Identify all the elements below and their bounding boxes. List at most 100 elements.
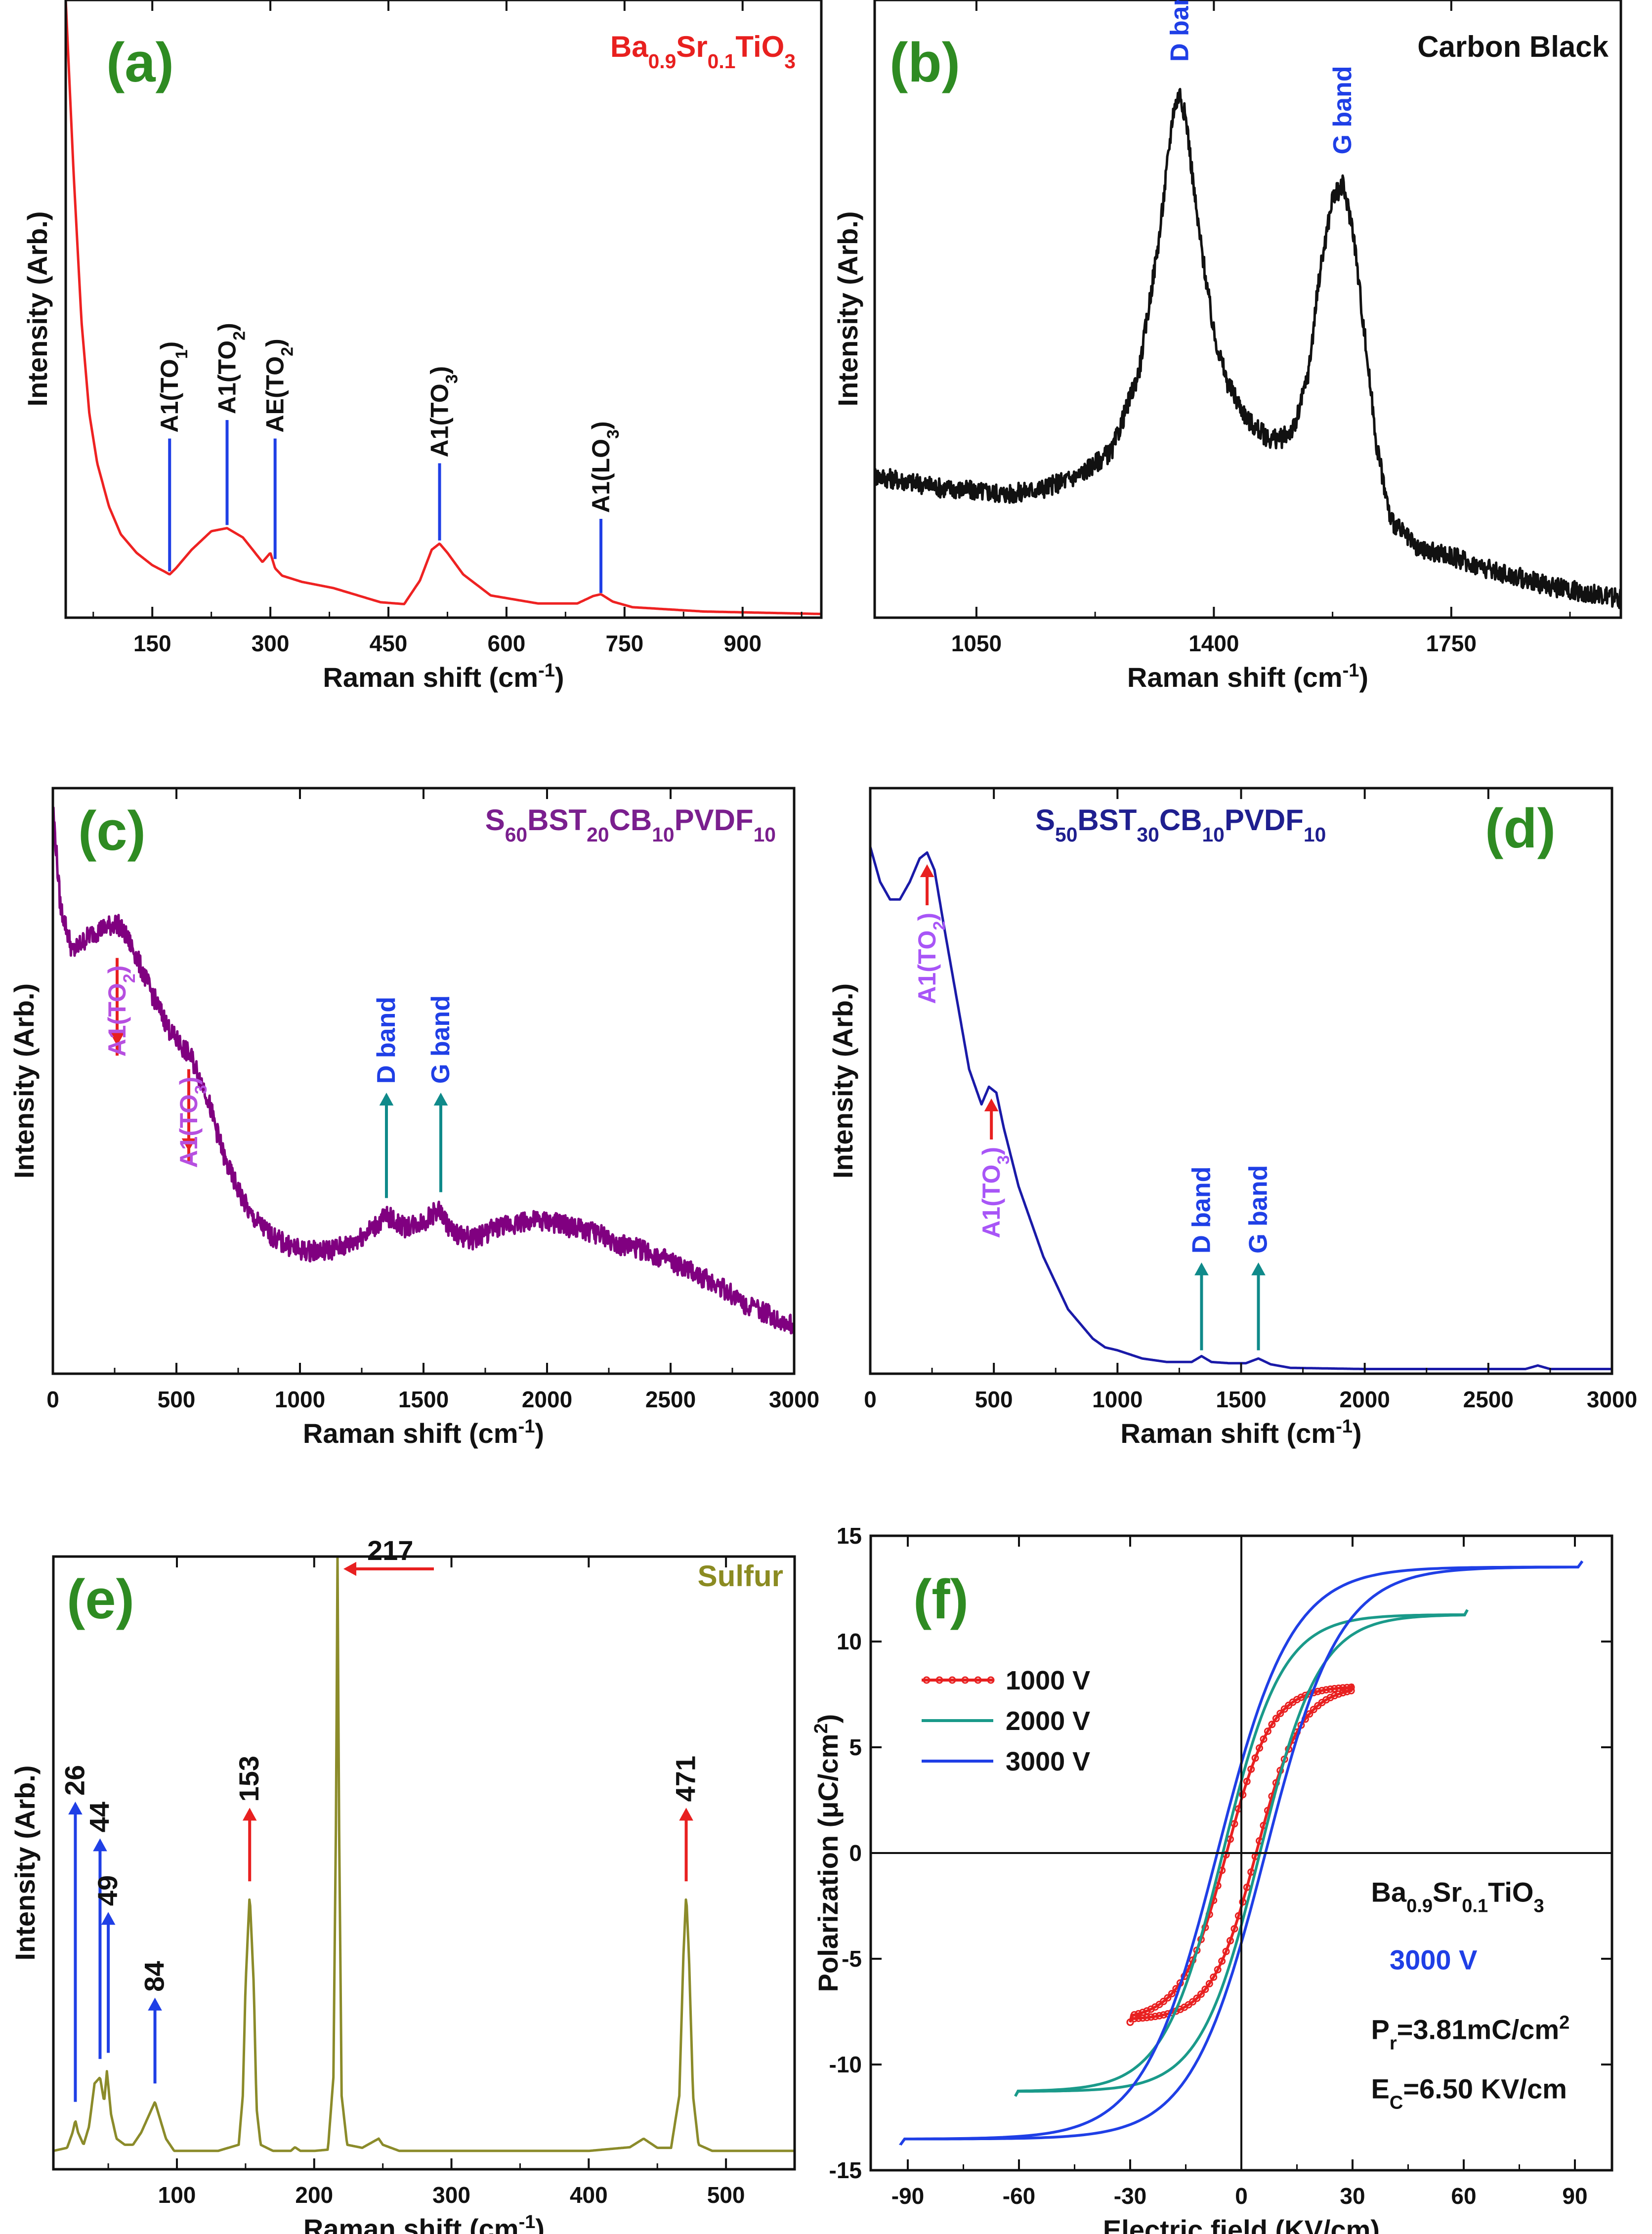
band-label: G band [1328,66,1357,154]
peak-label: A1(TO2) [213,323,249,414]
x-tick-label: 2500 [1463,1387,1514,1412]
peak-label: A1(TO3) [977,1147,1013,1238]
arrow-head [433,1093,448,1106]
arrow-head [1251,1262,1266,1275]
marker [1239,1898,1247,1906]
y-axis-label: Intensity (Arb.) [9,1765,41,1960]
legend-marker [974,1676,982,1684]
text-part: 3 [443,374,462,383]
marker [1130,2015,1138,2023]
peak-label: 26 [59,1765,90,1796]
text-part: 2 [230,331,249,340]
text-part: 0.1 [708,50,736,73]
text-part: Raman shift (cm [303,2213,519,2234]
text-part: 10 [652,823,674,846]
x-tick-label: 1000 [1092,1387,1143,1412]
x-tick-label: 450 [370,631,408,656]
text-part: ) [587,421,615,429]
text-part: 3 [994,1155,1013,1165]
text-part: Raman shift (cm [303,1418,518,1449]
annotation: 26 [59,1765,90,2102]
text-part: S [485,803,505,837]
arrow-head [379,1093,394,1106]
text-part: Sr [1433,1876,1462,1907]
marker [1139,2009,1146,2017]
text-part: A1(TO [213,340,241,414]
legend-marker [923,1676,931,1684]
text-part: ) [213,323,241,331]
text-part: A1(TO [103,983,131,1056]
panel-label: (b) [890,32,960,93]
x-tick-label: 60 [1451,2183,1476,2209]
annotation: A1(TO3) [175,1069,211,1168]
series-line [870,846,1612,1370]
text-part: ) [535,1418,544,1449]
text-part: 20 [587,823,609,846]
marker [1306,1710,1313,1718]
panel-e: 100 200 300 400 500 Raman shift (cm-1) Intensi… [9,1535,796,2234]
panel-a: 150 300 450 600 750 900 Raman shift (cm-1) Inte… [22,0,823,693]
annotation: AE(TO2) [261,338,297,559]
annotation: G band [426,995,455,1192]
band-label: G band [1244,1165,1273,1254]
x-tick-label: 150 [133,631,171,656]
series-line [53,1557,795,2152]
text-part: =3.81mC/cm [1397,2014,1559,2045]
x-tick-label: 0 [46,1387,59,1412]
annotation: EC=6.50 KV/cm [1371,2073,1567,2113]
annotation: A1(TO2) [913,864,949,1004]
text-part: -1 [1343,660,1359,681]
text-part: -1 [1336,1416,1353,1437]
peak-label: 471 [670,1756,701,1802]
text-part: S [1035,803,1055,837]
text-part: ) [913,913,941,921]
marker [1205,1980,1213,1987]
annotation: 44 [84,1802,115,2059]
text-part: BST [527,803,587,837]
series-line [875,87,1621,609]
x-tick-label: 0 [864,1387,877,1412]
peak-label: A1(TO1) [156,341,191,433]
info-label: 3000 V [1390,1944,1478,1975]
legend-marker [961,1676,969,1684]
x-tick-label: -30 [1114,2183,1146,2209]
marker [1201,1985,1209,1993]
peak-label: 217 [367,1535,413,1566]
y-tick-label: 5 [849,1734,862,1760]
marker [1264,1728,1271,1735]
arrow-head [1194,1262,1209,1275]
marker [1297,1693,1305,1701]
marker [1230,1925,1238,1933]
peak-label: 49 [92,1875,123,1906]
text-part: 3 [1533,1896,1544,1916]
text-part: CB [609,803,652,837]
marker [1218,1957,1226,1965]
peak-label: 84 [139,1961,170,1992]
text-part: 1 [172,349,191,359]
plot-area [66,0,821,615]
text-part: -1 [518,1416,535,1437]
x-tick-label: 2000 [522,1387,572,1412]
x-tick-label: 3000 [769,1387,819,1412]
annotation: A1(TO1) [156,341,191,572]
x-axis-label: Raman shift (cm-1) [303,2212,545,2234]
text-part: A1(TO [977,1165,1005,1238]
y-tick-label: 15 [837,1523,862,1549]
marker [1164,1994,1172,2002]
annotation: D band [1166,0,1194,62]
text-part: 2 [811,1723,832,1733]
marker [1243,1777,1251,1785]
text-part: BST [1077,803,1137,837]
plot-area [899,1560,1584,2146]
arrow-head [110,1033,125,1046]
x-tick-label: 300 [432,2182,470,2208]
loop-3000v [899,1560,1584,2146]
text-part: ) [977,1147,1005,1155]
y-axis-label: Intensity (Arb.) [8,983,40,1179]
text-part: CB [1159,803,1202,837]
band-label: G band [426,995,455,1084]
info-label: Pr=3.81mC/cm2 [1371,2013,1570,2054]
y-tick-label: -5 [842,1946,862,1972]
x-tick-label: 30 [1340,2183,1365,2209]
plot-area [53,806,794,1335]
